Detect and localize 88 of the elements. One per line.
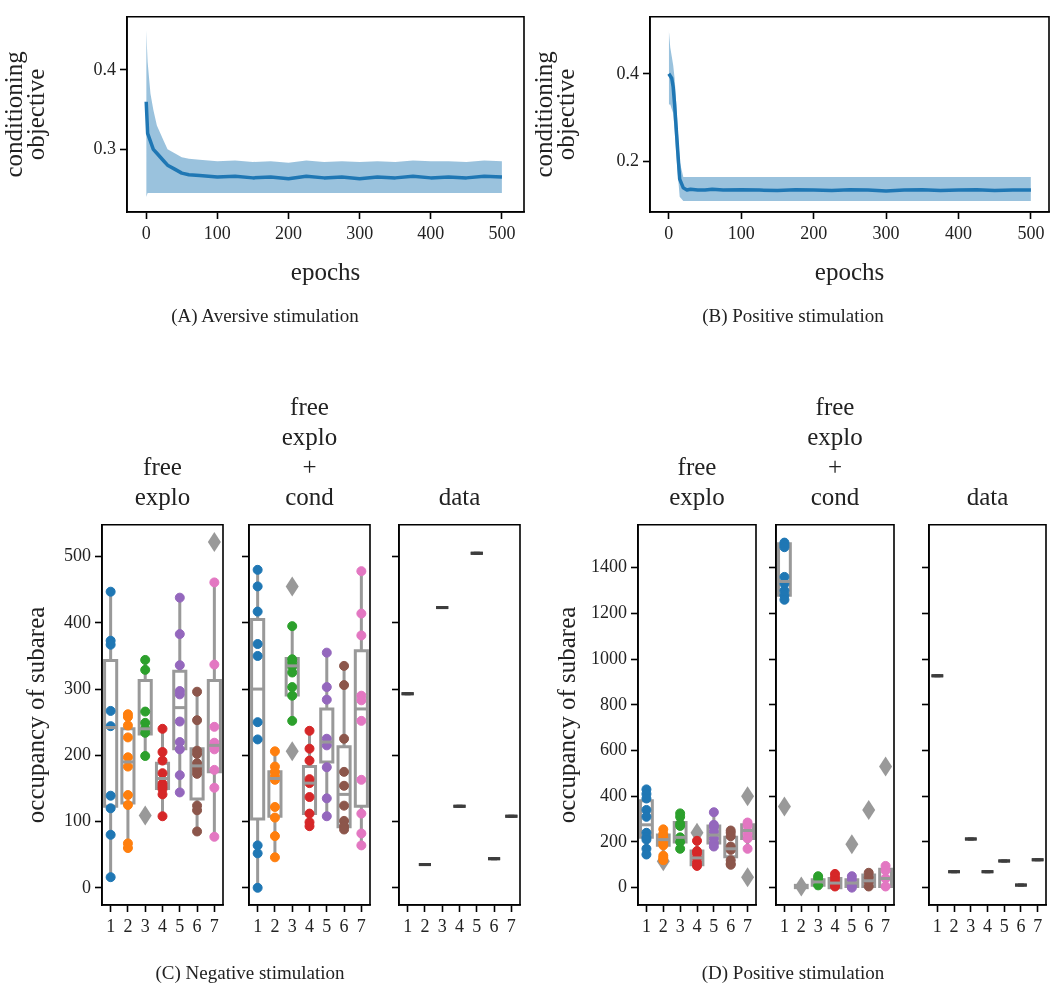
x-tick-label: 4 xyxy=(983,915,992,936)
y-tick-label: 1000 xyxy=(591,647,627,668)
chart-title: free explo + cond xyxy=(280,392,339,512)
y-tick-label: 500 xyxy=(64,545,91,566)
y-tick-label: 100 xyxy=(64,810,91,831)
x-tick-label: 3 xyxy=(813,915,823,936)
x-tick-label: 2 xyxy=(123,915,133,936)
x-axis-title: epochs xyxy=(290,257,361,285)
x-tick-label: 100 xyxy=(727,222,755,243)
x-tick-label: 300 xyxy=(346,222,374,243)
x-tick-label: 0 xyxy=(141,222,151,243)
x-tick-label: 7 xyxy=(209,915,219,936)
x-tick-label: 1 xyxy=(253,915,263,936)
x-tick-label: 6 xyxy=(192,915,202,936)
x-tick-label: 2 xyxy=(949,915,959,936)
x-tick-label: 3 xyxy=(140,915,150,936)
x-tick-label: 2 xyxy=(796,915,806,936)
x-tick-label: 3 xyxy=(966,915,976,936)
y-tick-label: 200 xyxy=(64,744,91,765)
y-axis-title: occupancy of subarea xyxy=(21,606,49,824)
x-tick-label: 7 xyxy=(881,915,891,936)
text: (D) Positive stimulation xyxy=(701,962,885,984)
x-tick-label: 4 xyxy=(830,915,840,936)
x-tick-label: 400 xyxy=(944,222,972,243)
y-tick-label: 0.3 xyxy=(93,138,116,159)
x-tick-label: 3 xyxy=(675,915,685,936)
x-tick-label: 400 xyxy=(417,222,445,243)
y-tick-label: 0.2 xyxy=(616,150,639,171)
x-tick-label: 1 xyxy=(106,915,116,936)
text: (C) Negative stimulation xyxy=(155,962,345,984)
y-tick-label: 0.4 xyxy=(616,62,639,83)
x-tick-label: 200 xyxy=(275,222,302,243)
x-tick-label: 1 xyxy=(641,915,651,936)
y-tick-label: 800 xyxy=(600,693,627,714)
x-tick-label: 1 xyxy=(403,915,413,936)
x-tick-label: 6 xyxy=(339,915,349,936)
x-tick-label: 2 xyxy=(270,915,280,936)
x-tick-label: 4 xyxy=(305,915,314,936)
x-tick-label: 300 xyxy=(872,222,900,243)
x-tick-label: 200 xyxy=(800,222,828,243)
x-tick-label: 500 xyxy=(1017,222,1045,243)
chart-title: free explo xyxy=(133,452,192,512)
x-tick-label: 5 xyxy=(472,915,482,936)
x-tick-label: 2 xyxy=(658,915,668,936)
x-tick-label: 3 xyxy=(437,915,447,936)
x-tick-label: 3 xyxy=(287,915,297,936)
y-tick-label: 0 xyxy=(82,876,91,897)
x-tick-label: 6 xyxy=(864,915,874,936)
y-tick-label: 200 xyxy=(600,830,627,851)
x-tick-label: 4 xyxy=(158,915,167,936)
x-tick-label: 4 xyxy=(455,915,464,936)
x-tick-label: 5 xyxy=(999,915,1009,936)
y-tick-label: 400 xyxy=(600,784,627,805)
y-tick-label: 0.4 xyxy=(93,58,116,79)
x-tick-label: 6 xyxy=(1016,915,1026,936)
y-tick-label: 600 xyxy=(600,739,627,760)
x-tick-label: 5 xyxy=(847,915,857,936)
chart-title: free explo xyxy=(668,452,726,512)
x-tick-label: 0 xyxy=(664,222,674,243)
text: (B) Positive stimulation xyxy=(702,305,884,327)
x-tick-label: 1 xyxy=(932,915,942,936)
y-axis-title: conditioning objective xyxy=(529,50,580,178)
chart-title: free explo + cond xyxy=(806,392,864,512)
x-tick-label: 7 xyxy=(743,915,753,936)
x-tick-label: 7 xyxy=(1033,915,1043,936)
chart-title: data xyxy=(437,482,482,512)
x-tick-label: 4 xyxy=(692,915,702,936)
y-tick-label: 0 xyxy=(618,876,627,897)
chart-title: data xyxy=(965,482,1010,512)
x-tick-label: 100 xyxy=(203,222,231,243)
y-axis-title: occupancy of subarea xyxy=(552,606,580,824)
x-tick-label: 5 xyxy=(322,915,332,936)
x-tick-label: 5 xyxy=(709,915,719,936)
x-axis-title: epochs xyxy=(814,257,885,285)
x-tick-label: 7 xyxy=(356,915,366,936)
x-tick-label: 500 xyxy=(488,222,516,243)
y-tick-label: 300 xyxy=(64,677,91,698)
x-tick-label: 6 xyxy=(726,915,736,936)
x-tick-label: 1 xyxy=(779,915,789,936)
y-axis-title: conditioning objective xyxy=(0,50,50,178)
text: (A) Aversive stimulation xyxy=(171,305,359,327)
x-tick-label: 6 xyxy=(489,915,499,936)
x-tick-label: 2 xyxy=(420,915,430,936)
y-tick-label: 1200 xyxy=(591,602,627,623)
y-tick-label: 1400 xyxy=(591,556,627,577)
y-tick-label: 400 xyxy=(64,611,91,632)
x-tick-label: 7 xyxy=(506,915,516,936)
x-tick-label: 5 xyxy=(175,915,185,936)
